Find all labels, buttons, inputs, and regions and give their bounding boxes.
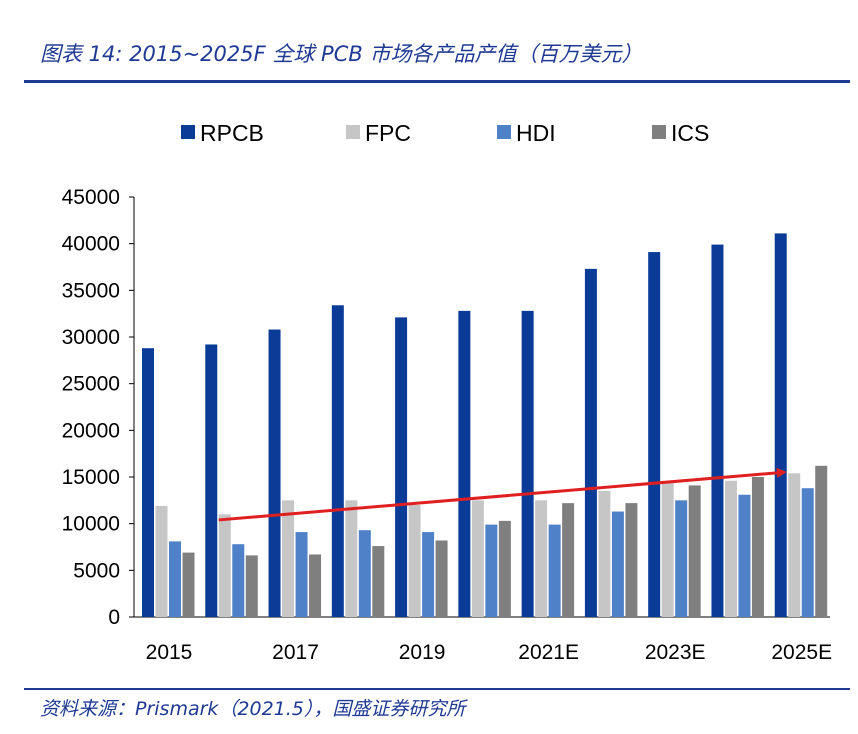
bar-hdi [358,530,371,617]
legend-label-hdi: HDI [516,120,556,146]
x-tick-label: 2023E [645,641,706,664]
y-tick-label: 0 [108,606,120,629]
bar-ics [435,540,448,617]
bar-hdi [295,532,308,617]
legend-swatch-ics [652,125,666,139]
bar-ics [688,485,701,617]
bar-ics [182,552,195,617]
bar-hdi [232,544,245,617]
bar-rpcb [331,305,344,617]
bar-ics [309,554,322,617]
bar-rpcb [458,310,471,617]
y-tick-label: 10000 [62,513,120,536]
bar-ics [625,503,638,617]
bar-hdi [548,524,561,617]
y-tick-label: 35000 [62,279,120,302]
source-divider [24,688,850,690]
chart-legend: RPCB FPC HDI ICS [181,120,709,146]
bar-fpc [535,500,548,617]
bar-fpc [408,505,421,617]
legend-label-ics: ICS [671,120,709,146]
bar-hdi [169,541,181,617]
bar-rpcb [395,317,408,617]
x-tick-label: 2021E [518,641,579,664]
bar-rpcb [711,244,724,617]
y-tick-label: 5000 [73,559,120,582]
source-note: 资料来源：Prismark（2021.5），国盛证券研究所 [40,698,466,720]
y-tick-label: 30000 [62,326,120,349]
bar-rpcb [774,233,787,617]
bar-rpcb [648,252,661,618]
x-tick-label: 2017 [272,641,319,664]
bar-hdi [485,524,498,617]
chart-bars [142,233,828,618]
legend-swatch-rpcb [181,125,195,139]
x-tick-label: 2015 [146,641,193,664]
y-tick-label: 45000 [62,186,120,209]
x-tick-label: 2019 [399,641,446,664]
bar-hdi [801,488,814,617]
bar-hdi [675,500,688,617]
bar-fpc [661,482,674,617]
bar-fpc [471,500,484,617]
legend-swatch-fpc [346,125,360,139]
bar-rpcb [205,344,218,617]
bar-rpcb [268,329,281,617]
bar-rpcb [142,348,154,617]
bar-fpc [345,500,358,617]
bar-hdi [422,532,435,617]
legend-swatch-hdi [497,125,511,139]
y-tick-label: 25000 [62,373,120,396]
legend-label-rpcb: RPCB [200,120,264,146]
bar-fpc [282,500,295,617]
title-divider [24,80,850,83]
bar-fpc [218,514,231,617]
bar-ics [815,465,828,617]
y-tick-label: 15000 [62,466,120,489]
bar-rpcb [584,268,597,617]
bar-ics [245,555,258,617]
bar-fpc [788,473,801,617]
bar-chart: RPCB FPC HDI ICS 0 5000 10000 15000 20000 25000 3… [62,120,833,664]
bar-fpc [598,491,611,617]
bar-hdi [611,511,624,617]
trend-annotation [218,467,787,522]
bar-fpc [155,505,168,617]
bar-ics [372,546,385,617]
bar-fpc [724,480,737,617]
bar-ics [498,520,511,617]
y-tick-label: 40000 [62,233,120,256]
chart-title: 图表 14: 2015~2025F 全球 PCB 市场各产品产值（百万美元） [40,42,643,66]
x-tick-label: 2025E [771,641,832,664]
bar-ics [751,477,764,617]
legend-label-fpc: FPC [365,120,411,146]
bar-rpcb [521,310,534,617]
bar-ics [562,503,575,617]
y-tick-label: 20000 [62,419,120,442]
trend-arrow [218,467,787,522]
bar-hdi [738,494,751,617]
